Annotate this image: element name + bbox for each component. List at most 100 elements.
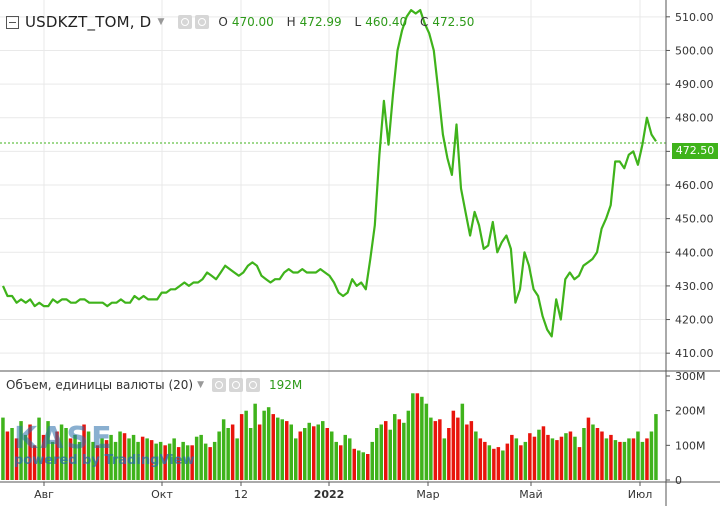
price-tick-label: 410.00	[675, 347, 714, 360]
volume-bar	[591, 424, 595, 480]
volume-bar	[190, 445, 194, 480]
chevron-down-icon[interactable]: ▼	[157, 17, 165, 27]
volume-bar	[239, 414, 244, 480]
volume-tick-label: 300M	[675, 370, 706, 383]
eye-icon[interactable]	[178, 15, 193, 29]
time-tick-label: Авг	[34, 488, 54, 501]
volume-bar	[266, 407, 271, 480]
volume-bar	[113, 441, 118, 480]
volume-bar	[487, 445, 492, 480]
volume-bar	[492, 448, 496, 480]
gear-icon[interactable]	[229, 378, 243, 392]
volume-bar	[388, 429, 392, 480]
volume-bar	[276, 417, 280, 480]
volume-bar	[307, 422, 311, 480]
volume-bar	[505, 443, 510, 480]
time-tick-label: Июл	[628, 488, 653, 501]
ohlc-value: 472.99	[299, 15, 342, 29]
volume-bar	[379, 424, 383, 480]
price-tick-label: 500.00	[675, 44, 714, 57]
volume-bar	[208, 447, 212, 480]
volume-bar	[163, 445, 167, 480]
volume-bar	[460, 403, 465, 480]
volume-bar	[402, 422, 406, 480]
volume-bar	[478, 438, 483, 480]
time-tick-label: Май	[519, 488, 542, 501]
volume-bar	[230, 424, 235, 480]
volume-bar	[140, 436, 145, 480]
volume-bar	[167, 443, 172, 480]
volume-bar	[10, 428, 14, 480]
volume-bar	[303, 428, 307, 480]
volume-bar	[82, 424, 86, 480]
volume-bar	[456, 417, 460, 480]
volume-bar	[595, 428, 600, 480]
volume-bar	[55, 431, 59, 480]
volume-bar	[221, 419, 226, 480]
volume-bar	[5, 431, 10, 480]
volume-bar	[343, 434, 347, 480]
volume-bar	[19, 421, 23, 480]
time-tick-label: 2022	[314, 488, 345, 501]
volume-bar	[393, 414, 397, 480]
time-axis-ticks: Авг Окт 12 2022 Мар Май Июл	[34, 482, 652, 501]
price-tick-label: 510.00	[675, 11, 714, 24]
ohlc-key: C	[420, 15, 429, 29]
grid-lines	[0, 0, 666, 482]
price-axis-ticks: 510.00500.00490.00480.00470.00460.00450.…	[666, 11, 714, 360]
symbol-label[interactable]: USDKZT_TOM, D	[25, 13, 152, 31]
volume-bar	[289, 424, 293, 480]
volume-bar	[411, 393, 415, 480]
volume-bar	[366, 454, 370, 480]
volume-bar	[573, 436, 577, 480]
volume-bar	[257, 424, 262, 480]
volume-bar	[298, 431, 302, 480]
volume-bar	[451, 410, 456, 480]
collapse-icon[interactable]	[6, 15, 19, 29]
volume-bar	[95, 445, 100, 480]
close-icon[interactable]	[246, 378, 260, 392]
volume-bar	[118, 431, 122, 480]
volume-bar	[447, 428, 451, 480]
volume-bar	[325, 428, 329, 480]
ohlc-value: 460.40	[365, 15, 408, 29]
volume-bar	[271, 414, 275, 480]
volume-bar	[41, 434, 46, 480]
volume-bar	[523, 441, 528, 480]
volume-bar	[438, 419, 442, 480]
ohlc-value: 472.50	[432, 15, 475, 29]
volume-bar	[262, 410, 266, 480]
volume-bar	[294, 438, 298, 480]
volume-bar	[465, 424, 469, 480]
volume-bar	[406, 410, 411, 480]
gear-icon[interactable]	[195, 15, 210, 29]
volume-bar	[604, 438, 609, 480]
volume-title[interactable]: Объем, единицы валюты (20)	[6, 378, 194, 392]
volume-bar	[285, 421, 289, 480]
volume-bar	[14, 438, 19, 480]
volume-bar	[149, 440, 154, 480]
volume-bar	[415, 393, 420, 480]
chevron-down-icon[interactable]: ▼	[197, 380, 204, 390]
price-tick-label: 460.00	[675, 179, 714, 192]
volume-legend: Объем, единицы валюты (20) ▼ 192M	[6, 378, 302, 392]
volume-bar	[627, 438, 631, 480]
volume-bar	[46, 421, 50, 480]
volume-bar	[546, 434, 550, 480]
volume-bar	[442, 438, 447, 480]
volume-bar	[217, 431, 221, 480]
eye-icon[interactable]	[212, 378, 226, 392]
volume-bar	[235, 438, 239, 480]
volume-bar	[253, 403, 257, 480]
ohlc-key: O	[218, 15, 228, 29]
volume-bar	[510, 434, 514, 480]
volume-bar	[348, 438, 352, 480]
volume-bar	[91, 441, 95, 480]
volume-bar	[352, 448, 356, 480]
ohlc-value: 470.00	[231, 15, 274, 29]
volume-bar	[483, 441, 487, 480]
volume-bar	[469, 421, 474, 480]
volume-bar	[172, 438, 176, 480]
volume-bar	[577, 447, 582, 480]
